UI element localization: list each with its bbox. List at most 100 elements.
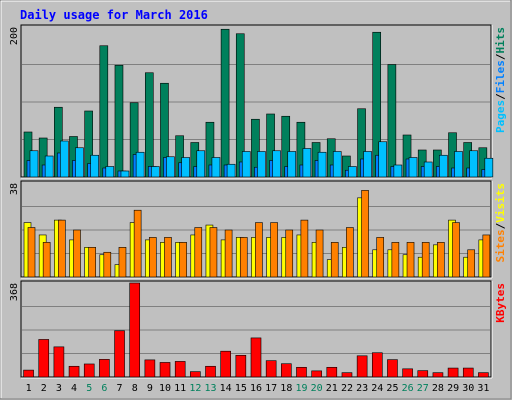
y-axis-max-label: 200 xyxy=(9,27,20,45)
bar-sites-day-3 xyxy=(58,219,66,278)
bar-pages-day-2 xyxy=(44,155,54,178)
bar-sites-day-24 xyxy=(376,237,385,278)
bar-hits-day-9 xyxy=(144,72,154,178)
x-tick-label-day-31: 31 xyxy=(477,383,489,394)
bar-sites-day-12 xyxy=(194,227,203,278)
bar-sites-day-30 xyxy=(467,249,475,278)
x-tick-label-day-1: 1 xyxy=(26,383,32,394)
legend-entry: Pages xyxy=(494,100,507,133)
bar-pages-day-29 xyxy=(454,151,463,178)
bar-pages-day-6 xyxy=(105,166,115,178)
x-tick-label-day-8: 8 xyxy=(132,383,138,394)
bar-pages-day-15 xyxy=(241,151,251,178)
bar-sites-day-21 xyxy=(330,242,339,278)
x-tick-label-day-5: 5 xyxy=(86,383,92,394)
bar-kbytes-day-9 xyxy=(144,359,156,378)
bar-sites-day-16 xyxy=(255,222,263,278)
bar-sites-day-26 xyxy=(406,242,415,278)
chart-title: Daily usage for March 2016 xyxy=(20,8,208,22)
bar-kbytes-day-29 xyxy=(447,367,459,378)
bar-sites-day-19 xyxy=(300,219,309,278)
bar-pages-day-3 xyxy=(60,140,69,178)
bar-sites-day-11 xyxy=(179,242,187,278)
bar-sites-day-8 xyxy=(133,209,142,278)
bar-pages-day-9 xyxy=(150,166,160,178)
bar-kbytes-day-22 xyxy=(341,372,353,378)
x-tick-label-day-4: 4 xyxy=(71,383,77,394)
bar-kbytes-day-21 xyxy=(326,366,338,378)
x-tick-label-day-6: 6 xyxy=(101,383,107,394)
bar-pages-day-24 xyxy=(378,141,388,178)
bar-kbytes-day-15 xyxy=(235,354,247,378)
x-tick-label-day-16: 16 xyxy=(250,383,262,394)
bar-sites-day-18 xyxy=(285,229,294,278)
x-tick-label-day-19: 19 xyxy=(295,383,307,394)
bar-pages-day-18 xyxy=(287,151,297,178)
bar-pages-day-16 xyxy=(257,151,266,178)
bar-hits-day-14 xyxy=(220,28,230,178)
legend-kbytes: KBytes xyxy=(494,283,507,323)
bar-sites-day-5 xyxy=(88,247,96,278)
bar-sites-day-31 xyxy=(482,234,491,278)
bar-pages-day-13 xyxy=(211,157,221,178)
panel-visits-sites: 38 Sites/Visits xyxy=(9,180,507,279)
bar-kbytes-day-27 xyxy=(417,370,429,378)
legend-entry: / xyxy=(494,93,507,100)
bar-kbytes-day-12 xyxy=(190,371,201,378)
bar-kbytes-day-26 xyxy=(402,368,413,378)
bar-kbytes-day-20 xyxy=(311,370,322,378)
x-tick-label-day-22: 22 xyxy=(341,383,353,394)
bar-pages-day-7 xyxy=(120,170,130,178)
x-tick-label-day-14: 14 xyxy=(220,383,232,394)
legend-entry: Hits xyxy=(494,27,507,54)
bar-sites-day-27 xyxy=(421,242,430,278)
bar-pages-day-22 xyxy=(348,166,357,178)
bar-sites-day-22 xyxy=(346,227,354,278)
bar-pages-day-5 xyxy=(90,154,99,178)
x-tick-label-day-26: 26 xyxy=(402,383,414,394)
x-tick-label-day-9: 9 xyxy=(147,383,153,394)
bar-kbytes-day-25 xyxy=(387,359,398,378)
bar-sites-day-1 xyxy=(27,227,36,278)
x-tick-label-day-2: 2 xyxy=(41,383,47,394)
bar-sites-day-9 xyxy=(148,237,157,278)
bar-sites-day-2 xyxy=(42,242,51,278)
bar-sites-day-28 xyxy=(437,242,445,278)
bar-pages-day-17 xyxy=(272,150,281,178)
x-tick-label-day-13: 13 xyxy=(204,383,216,394)
bar-kbytes-day-11 xyxy=(174,361,186,378)
bar-sites-day-25 xyxy=(391,242,400,278)
y-axis-max-label: 368 xyxy=(9,283,20,301)
bar-kbytes-day-1 xyxy=(23,369,34,378)
x-tick-label-day-27: 27 xyxy=(417,383,429,394)
bar-pages-day-20 xyxy=(317,151,327,178)
x-tick-label-day-17: 17 xyxy=(265,383,277,394)
bar-kbytes-day-7 xyxy=(114,330,125,378)
x-tick-label-day-3: 3 xyxy=(56,383,62,394)
bar-kbytes-day-8 xyxy=(129,282,141,378)
bar-pages-day-11 xyxy=(181,157,190,178)
bar-sites-day-23 xyxy=(361,190,369,278)
bar-pages-day-1 xyxy=(29,150,39,178)
bar-pages-day-4 xyxy=(75,147,84,178)
bar-pages-day-19 xyxy=(302,148,312,178)
x-tick-label-day-20: 20 xyxy=(311,383,323,394)
bar-kbytes-day-3 xyxy=(53,346,65,378)
y-axis-max-label: 38 xyxy=(9,183,20,195)
bar-hits-day-6 xyxy=(99,45,109,178)
bar-sites-day-29 xyxy=(452,222,460,278)
bar-sites-day-10 xyxy=(164,237,172,278)
bar-pages-day-23 xyxy=(363,151,372,178)
bar-pages-day-21 xyxy=(332,151,342,178)
x-tick-label-day-23: 23 xyxy=(356,383,368,394)
panel-kbytes: 368 KBytes xyxy=(9,280,507,379)
bar-pages-day-31 xyxy=(484,157,494,178)
bar-pages-day-28 xyxy=(439,154,448,178)
bar-kbytes-day-5 xyxy=(83,363,95,378)
bar-sites-day-13 xyxy=(209,227,218,278)
x-tick-label-day-11: 11 xyxy=(174,383,186,394)
bar-sites-day-17 xyxy=(270,222,278,278)
legend-hits-files-pages: Pages/Files/Hits xyxy=(494,27,507,133)
x-tick-label-day-10: 10 xyxy=(159,383,171,394)
